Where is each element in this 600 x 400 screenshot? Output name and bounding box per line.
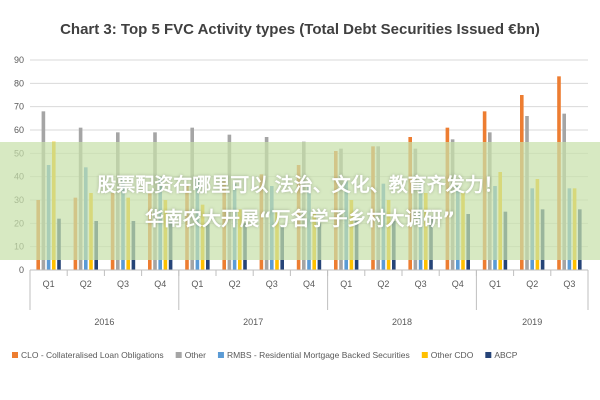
x-tick-label: Q2 <box>377 279 389 289</box>
promo-overlay-banner: 股票配资在哪里可以 法治、文化、教育齐发力！ 华南农大开展“万名学子乡村大调研” <box>0 142 600 260</box>
x-tick-label: Q4 <box>452 279 464 289</box>
legend-item: Other CDO <box>421 350 474 360</box>
x-tick-label: Q4 <box>154 279 166 289</box>
legend-swatch <box>217 352 224 358</box>
x-tick-label: Q2 <box>229 279 241 289</box>
x-axis: Q1 Q2 Q3 Q4 Q1 Q2 Q3 Q4 Q1 Q2 Q3 Q4 Q1 Q2 Q3 2016 2017 20… <box>29 269 589 327</box>
x-tick-label: Q1 <box>43 279 55 289</box>
legend-swatch <box>485 352 492 358</box>
legend-label: Other <box>185 350 206 360</box>
x-tick-label: Q1 <box>191 279 203 289</box>
legend-item: ABCP <box>485 350 518 360</box>
x-tick-label: Q3 <box>415 279 427 289</box>
overlay-line-1: 股票配资在哪里可以 法治、文化、教育齐发力！ <box>97 174 503 196</box>
y-tick-label: 90 <box>14 55 24 65</box>
chart-title: Chart 3: Top 5 FVC Activity types (Total… <box>60 21 540 38</box>
y-tick-label: 70 <box>14 102 24 112</box>
x-tick-label: Q4 <box>303 279 315 289</box>
y-tick-label: 60 <box>14 125 24 135</box>
x-tick-label: Q2 <box>526 279 538 289</box>
legend-swatch <box>175 352 182 358</box>
legend-label: Other CDO <box>431 350 474 360</box>
year-label: 2017 <box>243 317 263 327</box>
legend-label: RMBS - Residential Mortgage Backed Secur… <box>227 350 410 360</box>
legend-swatch <box>12 352 18 358</box>
overlay-line-2: 华南农大开展“万名学子乡村大调研” <box>145 208 455 230</box>
legend-label: CLO - Collateralised Loan Obligations <box>21 350 164 360</box>
x-tick-label: Q3 <box>266 279 278 289</box>
y-tick-label: 0 <box>19 265 24 275</box>
legend: CLO - Collateralised Loan Obligations Oth… <box>12 350 518 360</box>
x-tick-label: Q2 <box>80 279 92 289</box>
legend-label: ABCP <box>494 350 517 360</box>
x-tick-label: Q1 <box>340 279 352 289</box>
year-label: 2019 <box>522 317 542 327</box>
x-tick-label: Q3 <box>117 279 129 289</box>
legend-item: RMBS - Residential Mortgage Backed Secur… <box>217 350 410 360</box>
x-tick-label: Q1 <box>489 279 501 289</box>
y-tick-label: 80 <box>14 78 24 88</box>
legend-item: CLO - Collateralised Loan Obligations <box>12 350 164 360</box>
year-label: 2016 <box>94 317 114 327</box>
x-tick-label: Q3 <box>563 279 575 289</box>
year-label: 2018 <box>392 317 412 327</box>
legend-item: Other <box>175 350 206 360</box>
legend-swatch <box>421 352 428 358</box>
